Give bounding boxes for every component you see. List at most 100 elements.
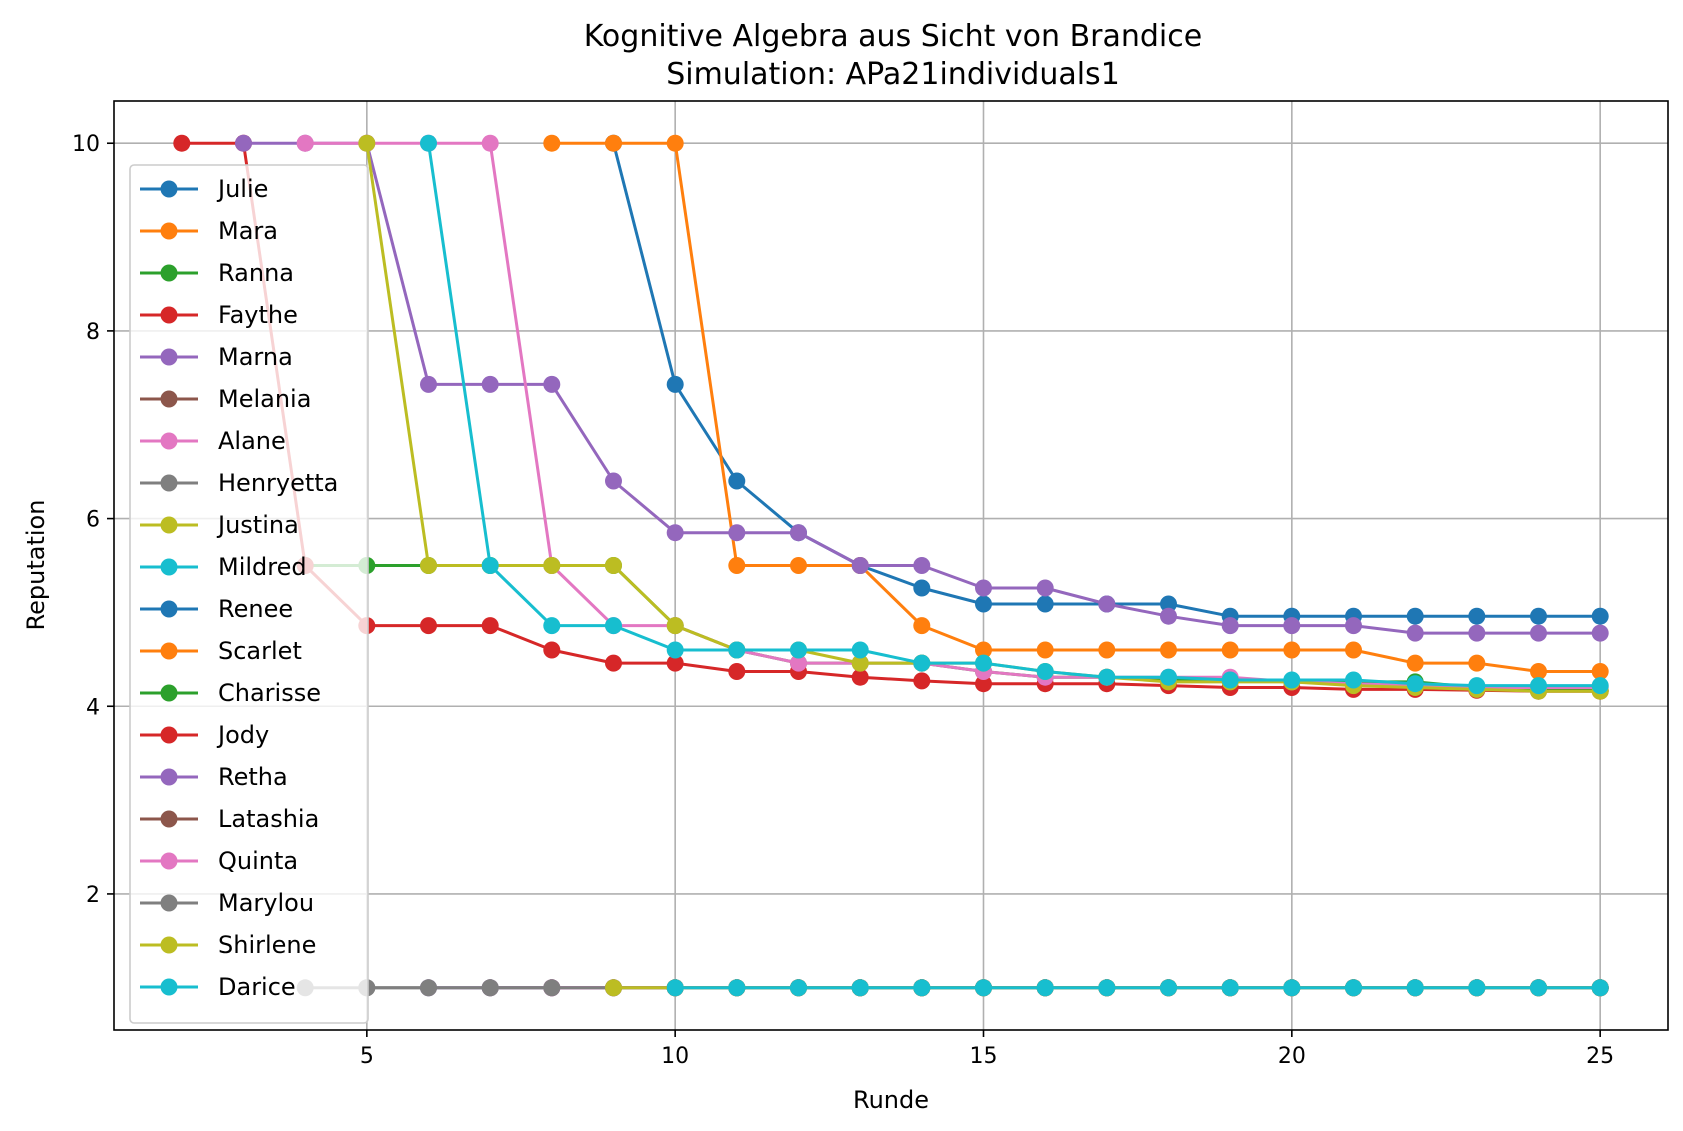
data-point: [420, 134, 437, 152]
data-point: [1283, 979, 1301, 997]
chart-subtitle: Simulation: APa21individuals1: [666, 57, 1120, 92]
legend-swatch-marker: [160, 348, 178, 366]
legend-item: Ranna: [140, 259, 294, 287]
data-point: [1283, 641, 1301, 659]
data-point: [1221, 617, 1239, 635]
legend-item: Justina: [140, 511, 299, 539]
data-point: [1283, 671, 1301, 689]
data-point: [420, 557, 437, 574]
legend-label: Shirlene: [218, 931, 316, 959]
legend-item: Latashia: [140, 805, 319, 833]
data-point: [913, 617, 931, 635]
data-point: [1160, 668, 1177, 686]
data-point: [543, 134, 561, 152]
data-point: [728, 524, 746, 542]
data-point: [1591, 979, 1609, 997]
data-point: [790, 979, 807, 997]
legend-item: Shirlene: [140, 931, 316, 959]
data-point: [1406, 979, 1424, 997]
legend-label: Marna: [218, 343, 293, 371]
legend-swatch-marker: [160, 768, 178, 786]
y-tick-label: 6: [86, 508, 100, 533]
x-axis-label: Runde: [853, 1086, 929, 1114]
data-point: [975, 595, 992, 613]
legend-label: Renee: [218, 595, 293, 623]
data-point: [543, 375, 561, 393]
grid: [114, 101, 1668, 1030]
data-point: [605, 472, 622, 490]
data-point: [975, 641, 992, 659]
legend-label: Jody: [216, 721, 269, 749]
data-point: [481, 557, 499, 574]
legend-swatch-marker: [160, 810, 178, 828]
data-point: [1036, 595, 1054, 613]
legend-label: Mara: [218, 217, 278, 245]
data-point: [1591, 607, 1609, 625]
legend-swatch-marker: [160, 726, 178, 744]
data-point: [666, 524, 684, 542]
data-point: [605, 557, 622, 574]
legend-label: Quinta: [218, 847, 298, 875]
data-point: [1345, 671, 1362, 689]
y-axis-label: Reputation: [22, 500, 50, 631]
series-mara: [543, 134, 1609, 680]
data-point: [1098, 668, 1116, 686]
data-point: [235, 134, 252, 152]
x-tick-label: 15: [970, 1044, 998, 1069]
y-tick-label: 8: [86, 320, 100, 345]
data-point: [1345, 979, 1362, 997]
data-point: [666, 375, 684, 393]
legend-item: Melania: [140, 385, 311, 413]
data-point: [420, 375, 437, 393]
legend-label: Faythe: [218, 301, 298, 329]
legend-swatch-marker: [160, 474, 178, 492]
data-point: [420, 979, 437, 997]
data-point: [1160, 595, 1177, 613]
x-tick-label: 25: [1586, 1044, 1614, 1069]
legend-swatch-marker: [160, 516, 178, 534]
legend-swatch-marker: [160, 894, 178, 912]
legend-swatch-marker: [160, 852, 178, 870]
legend-label: Alane: [218, 427, 286, 455]
y-tick-label: 2: [86, 883, 100, 908]
data-point: [728, 979, 746, 997]
y-tick-label: 10: [72, 132, 100, 157]
legend-swatch-marker: [160, 390, 178, 408]
legend-swatch-marker: [160, 222, 178, 240]
data-point: [1591, 663, 1609, 680]
data-point: [913, 979, 931, 997]
data-point: [790, 654, 807, 672]
data-point: [1345, 641, 1362, 659]
data-point: [1468, 677, 1486, 695]
legend-item: Faythe: [140, 301, 298, 329]
data-point: [605, 134, 622, 152]
data-point: [1160, 979, 1177, 997]
data-point: [790, 524, 807, 542]
data-point: [666, 617, 684, 635]
data-point: [481, 375, 499, 393]
data-point: [728, 557, 746, 574]
x-tick-label: 20: [1278, 1044, 1306, 1069]
legend-swatch-marker: [160, 432, 178, 450]
data-point: [666, 654, 684, 672]
data-point: [605, 617, 622, 635]
data-point: [1591, 624, 1609, 642]
data-point: [1406, 607, 1424, 625]
data-point: [851, 557, 869, 574]
data-point: [913, 672, 931, 690]
data-point: [975, 654, 992, 672]
legend-swatch-marker: [160, 642, 178, 660]
legend-swatch-marker: [160, 264, 178, 282]
legend-item: Jody: [140, 721, 269, 749]
data-point: [851, 654, 869, 672]
legend-swatch-marker: [160, 180, 178, 198]
data-point: [1036, 979, 1054, 997]
legend-label: Retha: [218, 763, 288, 791]
data-point: [1283, 617, 1301, 635]
data-point: [1036, 663, 1054, 680]
legend-label: Marylou: [218, 889, 314, 917]
axis-ticks: 5 10 15 20 25 2 4 6 8 10: [72, 132, 1614, 1069]
legend-label: Scarlet: [218, 637, 302, 665]
legend-swatch-marker: [160, 600, 178, 618]
